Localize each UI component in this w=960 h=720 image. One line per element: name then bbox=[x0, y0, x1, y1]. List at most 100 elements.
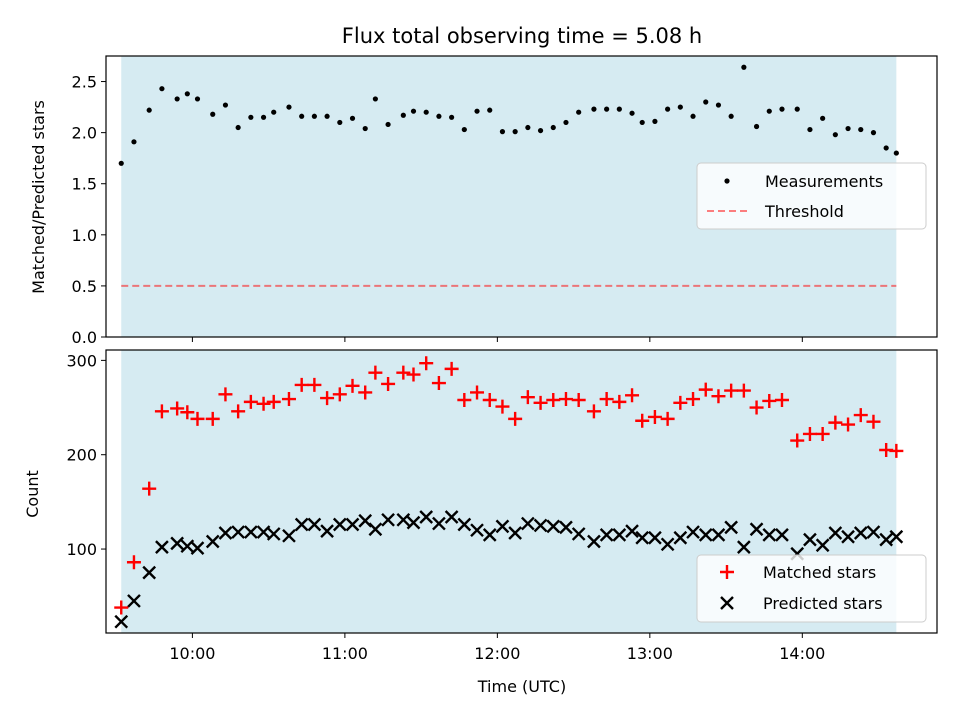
matched-star-point bbox=[660, 411, 675, 426]
predicted-star-point bbox=[170, 536, 185, 551]
measurement-point bbox=[449, 114, 455, 120]
matched-star-point bbox=[358, 385, 373, 400]
predicted-star-point bbox=[853, 526, 868, 540]
matched-star-point bbox=[802, 426, 817, 441]
measurement-point bbox=[159, 86, 165, 92]
matched-star-point bbox=[520, 390, 535, 405]
matched-star-point bbox=[218, 387, 233, 402]
matched-star-point bbox=[332, 387, 347, 402]
matched-star-point bbox=[114, 600, 129, 615]
matched-star-point bbox=[320, 391, 335, 406]
x-tick-label: 11:00 bbox=[322, 644, 368, 663]
measurement-point bbox=[385, 121, 391, 128]
predicted-star-point bbox=[406, 515, 421, 530]
matched-star-point bbox=[126, 555, 141, 570]
predicted-star-point bbox=[266, 527, 281, 541]
matched-star-point bbox=[724, 383, 739, 398]
matched-star-point bbox=[495, 399, 510, 414]
measurement-point bbox=[474, 108, 480, 114]
chart-title: Flux total observing time = 5.08 h bbox=[342, 24, 702, 48]
measurement-point bbox=[665, 106, 671, 112]
matched-star-point bbox=[828, 415, 843, 430]
measurement-point bbox=[845, 125, 851, 132]
measurement-point bbox=[715, 102, 722, 108]
measurement-point bbox=[286, 104, 292, 110]
matched-star-point bbox=[482, 392, 497, 407]
predicted-star-point bbox=[775, 528, 789, 542]
measurement-point bbox=[550, 124, 556, 131]
measurement-point bbox=[629, 110, 635, 116]
predicted-star-point bbox=[612, 528, 627, 542]
matched-star-point bbox=[256, 396, 271, 411]
measurement-point bbox=[131, 139, 137, 145]
measurement-point bbox=[260, 114, 267, 120]
matched-star-point bbox=[546, 392, 561, 407]
x-axis-label: Time (UTC) bbox=[477, 677, 566, 696]
predicted-star-point bbox=[345, 517, 360, 532]
predicted-star-point bbox=[625, 524, 639, 538]
matched-star-point bbox=[396, 365, 411, 380]
matched-star-point bbox=[558, 392, 573, 407]
predicted-star-point bbox=[724, 520, 739, 535]
matched-star-point bbox=[889, 443, 904, 458]
matched-star-point bbox=[533, 395, 548, 410]
predicted-star-point bbox=[381, 512, 395, 527]
predicted-star-point bbox=[218, 526, 233, 540]
ratio-plot-frame bbox=[105, 55, 938, 338]
predicted-star-point bbox=[571, 527, 586, 541]
counts-plot-frame bbox=[105, 349, 938, 634]
matched-star-point bbox=[419, 356, 434, 371]
matched-star-point bbox=[736, 383, 751, 398]
predicted-star-point bbox=[762, 528, 777, 542]
predicted-star-point bbox=[457, 517, 472, 532]
matched-star-point bbox=[774, 392, 789, 407]
predicted-star-point bbox=[698, 528, 713, 542]
ratio-y-tick-label: 1.5 bbox=[72, 175, 97, 194]
x-tick-label: 12:00 bbox=[474, 644, 520, 663]
matched-star-point bbox=[635, 413, 650, 428]
matched-star-point bbox=[266, 394, 281, 409]
measurement-point bbox=[807, 126, 813, 133]
matched-star-point bbox=[866, 414, 881, 429]
measurement-point bbox=[639, 119, 645, 126]
predicted-star-point bbox=[841, 529, 855, 544]
measurement-point bbox=[832, 132, 838, 138]
matched-star-point bbox=[381, 376, 396, 391]
matched-star-point bbox=[294, 377, 309, 392]
predicted-star-point bbox=[470, 523, 484, 538]
ratio-y-tick-label: 1.0 bbox=[72, 226, 97, 245]
measurement-point bbox=[576, 109, 582, 115]
counts-legend: Matched stars Predicted stars bbox=[696, 554, 927, 623]
measurement-point bbox=[499, 129, 506, 135]
predicted-star-point bbox=[307, 517, 322, 532]
matched-star-point bbox=[281, 392, 296, 407]
matched-star-point bbox=[231, 404, 246, 419]
x-tick-label: 14:00 bbox=[779, 644, 825, 663]
predicted-star-point bbox=[294, 517, 309, 532]
measurement-point bbox=[616, 106, 622, 112]
ratio-panel: Flux total observing time = 5.08 h 0.0 0.… bbox=[29, 24, 938, 347]
counts-y-tick-label: 300 bbox=[66, 351, 97, 370]
predicted-star-point bbox=[244, 525, 258, 539]
predicted-star-point bbox=[673, 530, 688, 545]
measurement-point bbox=[174, 96, 180, 102]
predicted-stars-legend-marker bbox=[720, 596, 734, 610]
ratio-y-tick-label: 0.0 bbox=[72, 328, 97, 347]
predicted-star-point bbox=[686, 525, 700, 539]
counts-y-tick-label: 200 bbox=[66, 446, 97, 465]
matched-star-point bbox=[508, 411, 523, 426]
measurement-point bbox=[652, 118, 658, 124]
predicted-star-point bbox=[803, 532, 817, 547]
measurement-point bbox=[337, 119, 343, 126]
predicted-star-point bbox=[711, 528, 726, 542]
predicted-star-point bbox=[114, 614, 129, 629]
measurement-point bbox=[604, 106, 610, 112]
measurement-point bbox=[235, 124, 241, 131]
predicted-star-point bbox=[648, 530, 662, 545]
measurements-legend-marker bbox=[724, 178, 730, 184]
predicted-star-point bbox=[190, 541, 205, 555]
ratio-y-tick-label: 2.5 bbox=[72, 73, 97, 92]
measurement-point bbox=[118, 160, 124, 166]
measurements-legend-label: Measurements bbox=[765, 172, 883, 191]
measurement-point bbox=[766, 108, 772, 114]
